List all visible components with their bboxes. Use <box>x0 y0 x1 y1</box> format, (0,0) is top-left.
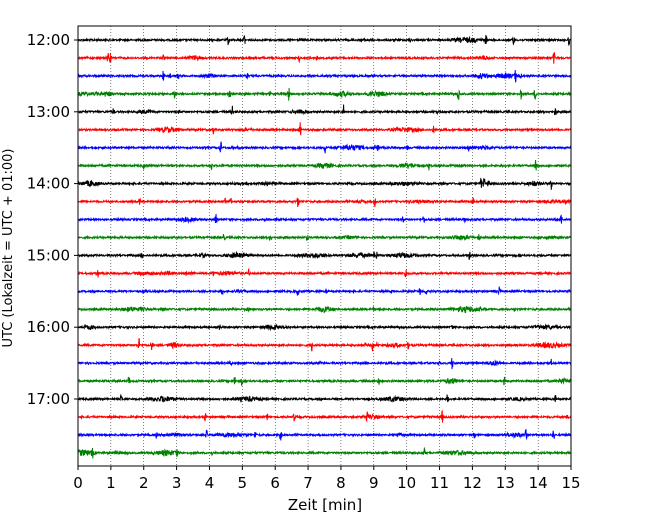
trace-1415 <box>77 197 572 208</box>
trace-1230 <box>77 69 572 83</box>
trace-1645 <box>77 376 572 386</box>
trace-1500 <box>77 250 572 260</box>
trace-1515 <box>77 268 572 278</box>
x-tick-label: 2 <box>139 474 149 492</box>
y-axis-ticks: 12:00 13:00 14:00 15:00 16:00 17:00 <box>27 31 78 408</box>
trace-1700 <box>77 393 572 403</box>
trace-1430 <box>77 213 572 224</box>
x-tick-label: 13 <box>496 474 515 492</box>
y-tick-label: 16:00 <box>27 318 70 336</box>
y-tick-label: 15:00 <box>27 246 70 264</box>
trace-1545 <box>77 305 572 314</box>
plot-frame <box>77 25 572 467</box>
x-tick-label: 6 <box>270 474 280 492</box>
x-tick-label: 1 <box>106 474 116 492</box>
y-tick-label: 12:00 <box>27 31 70 49</box>
y-tick-label: 17:00 <box>27 390 70 408</box>
trace-1400 <box>77 177 572 190</box>
x-tick-label: 15 <box>561 474 580 492</box>
x-axis-label: Zeit [min] <box>288 496 362 514</box>
x-tick-label: 12 <box>463 474 482 492</box>
x-tick-label: 0 <box>73 474 83 492</box>
y-axis-label: UTC (Lokalzeit = UTC + 01:00) <box>1 149 16 348</box>
x-tick-label: 7 <box>303 474 313 492</box>
x-tick-label: 5 <box>238 474 248 492</box>
x-tick-label: 8 <box>336 474 346 492</box>
trace-1615 <box>77 338 572 352</box>
seismic-traces <box>77 34 572 459</box>
x-tick-label: 11 <box>430 474 449 492</box>
trace-1345 <box>77 160 572 171</box>
trace-1215 <box>77 52 572 64</box>
y-tick-label: 13:00 <box>27 103 70 121</box>
grid-lines <box>110 26 539 466</box>
trace-1245 <box>77 87 572 101</box>
trace-1200 <box>77 34 572 46</box>
trace-1445 <box>77 233 572 242</box>
x-tick-label: 14 <box>529 474 548 492</box>
trace-1730 <box>77 428 572 441</box>
x-tick-label: 4 <box>205 474 215 492</box>
x-tick-label: 9 <box>369 474 379 492</box>
trace-1330 <box>77 141 572 154</box>
trace-1745 <box>77 447 572 459</box>
x-tick-label: 10 <box>397 474 416 492</box>
trace-1715 <box>77 409 572 423</box>
trace-1600 <box>77 323 572 332</box>
y-tick-label: 14:00 <box>27 175 70 193</box>
trace-1530 <box>77 286 572 296</box>
trace-1630 <box>77 358 572 370</box>
trace-1315 <box>77 122 572 136</box>
trace-1300 <box>77 104 572 116</box>
x-axis-ticks: 0 1 2 3 4 5 6 7 8 9 10 11 12 13 14 15 <box>73 466 581 492</box>
x-tick-label: 3 <box>172 474 182 492</box>
